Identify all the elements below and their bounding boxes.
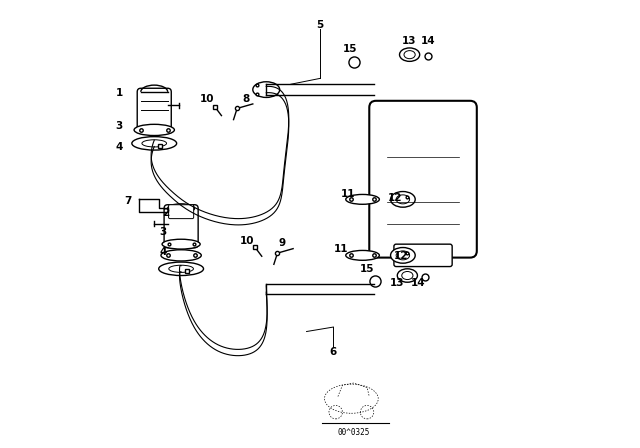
Text: 10: 10	[200, 95, 214, 104]
Ellipse shape	[132, 137, 177, 150]
Ellipse shape	[399, 48, 420, 61]
Ellipse shape	[402, 271, 413, 280]
FancyBboxPatch shape	[168, 205, 194, 219]
Text: 2: 2	[162, 208, 169, 218]
FancyBboxPatch shape	[137, 88, 172, 134]
FancyBboxPatch shape	[394, 244, 452, 267]
Text: 11: 11	[334, 244, 349, 254]
Text: 14: 14	[410, 278, 425, 288]
Text: 13: 13	[401, 36, 416, 46]
Ellipse shape	[162, 239, 200, 249]
Text: 12: 12	[388, 193, 403, 203]
Text: 6: 6	[330, 347, 337, 357]
Text: 15: 15	[343, 44, 358, 54]
Ellipse shape	[390, 247, 415, 263]
Ellipse shape	[159, 262, 204, 276]
Ellipse shape	[161, 250, 201, 261]
Text: 11: 11	[340, 189, 355, 198]
Text: 00^0325: 00^0325	[337, 428, 370, 437]
Text: 12: 12	[394, 251, 408, 261]
Ellipse shape	[346, 250, 380, 260]
Ellipse shape	[142, 140, 166, 147]
Ellipse shape	[168, 204, 195, 213]
Text: 5: 5	[316, 20, 324, 30]
Text: 4: 4	[116, 142, 123, 152]
FancyBboxPatch shape	[164, 205, 198, 248]
Text: 8: 8	[243, 95, 250, 104]
Ellipse shape	[390, 192, 415, 207]
Ellipse shape	[134, 125, 174, 136]
Text: 7: 7	[125, 196, 132, 206]
Text: 9: 9	[278, 238, 285, 248]
FancyBboxPatch shape	[369, 101, 477, 258]
Ellipse shape	[253, 82, 280, 98]
Ellipse shape	[404, 51, 415, 59]
Ellipse shape	[346, 194, 380, 204]
Text: 4: 4	[159, 247, 167, 257]
Ellipse shape	[397, 269, 417, 282]
Ellipse shape	[169, 265, 193, 272]
Text: 3: 3	[116, 121, 123, 131]
Text: 10: 10	[240, 236, 255, 246]
Ellipse shape	[396, 195, 410, 204]
Text: 3: 3	[159, 227, 167, 237]
Text: 15: 15	[360, 264, 374, 274]
Ellipse shape	[396, 251, 410, 260]
Text: 14: 14	[421, 36, 436, 46]
Text: 13: 13	[390, 278, 404, 288]
Text: 1: 1	[116, 88, 123, 98]
